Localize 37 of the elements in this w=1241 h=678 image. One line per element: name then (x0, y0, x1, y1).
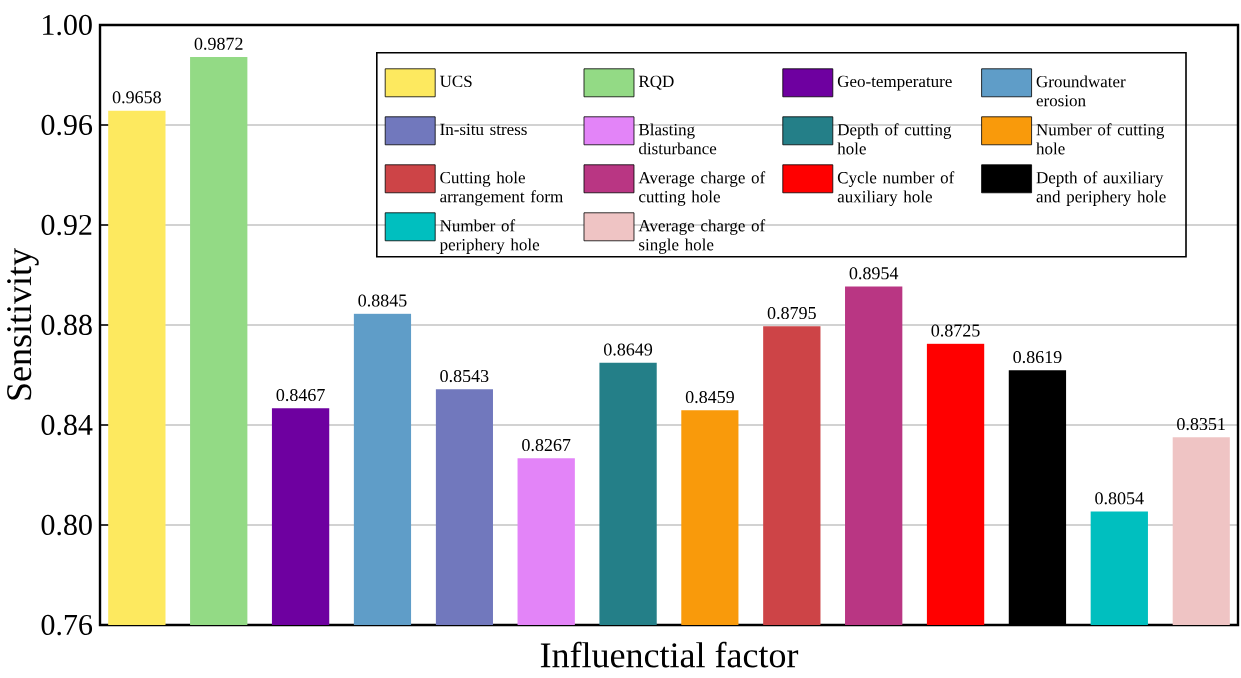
legend-label: RQD (638, 75, 674, 90)
data-label: 0.8543 (440, 369, 489, 383)
data-label: 0.8649 (604, 343, 653, 356)
data-label: 0.8467 (276, 388, 325, 402)
y-axis-title: Sensitivity (7, 248, 39, 400)
data-label: 0.8845 (358, 294, 407, 307)
legend-label: Groundwater erosion (1036, 75, 1126, 107)
y-tick-label: 0.92 (41, 214, 92, 236)
x-axis-title: Influenctial factor (540, 641, 799, 668)
data-label: 0.8619 (1013, 350, 1062, 364)
legend-label: Cycle number of auxiliary hole (837, 171, 955, 206)
legend-label: Blasting disturbance (638, 123, 717, 155)
data-label: 0.8459 (685, 390, 734, 404)
y-tick-label: 0.80 (41, 514, 92, 536)
y-tick-label: 1.00 (43, 14, 92, 36)
legend-label: Number of cutting hole (1036, 123, 1165, 155)
data-label: 0.8054 (1095, 492, 1144, 505)
legend-label: Depth of auxiliary and periphery hole (1036, 171, 1166, 206)
data-label: 0.8795 (767, 306, 816, 320)
y-tick-label: 0.96 (41, 114, 93, 136)
data-label: 0.9658 (112, 91, 161, 104)
data-label: 0.8267 (522, 438, 571, 452)
y-tick-label: 0.76 (41, 614, 93, 636)
data-label: 0.8954 (849, 267, 899, 280)
legend-label: Cutting hole arrangement form (440, 171, 563, 206)
legend-label: Depth of cutting hole (837, 123, 952, 155)
data-label: 0.8351 (1177, 417, 1225, 431)
legend-label: In-situ stress (440, 123, 527, 136)
legend-label: UCS (439, 75, 472, 88)
data-label: 0.8725 (931, 324, 980, 337)
legend-label: Average charge of cutting hole (638, 171, 766, 206)
y-tick-label: 0.88 (41, 314, 92, 336)
data-label: 0.9872 (194, 37, 243, 50)
legend-label: Average charge of single hole (638, 219, 766, 254)
legend-label: Number of periphery hole (439, 219, 540, 254)
legend-label: Geo-temperature (837, 75, 952, 91)
y-tick-label: 0.84 (41, 414, 93, 436)
